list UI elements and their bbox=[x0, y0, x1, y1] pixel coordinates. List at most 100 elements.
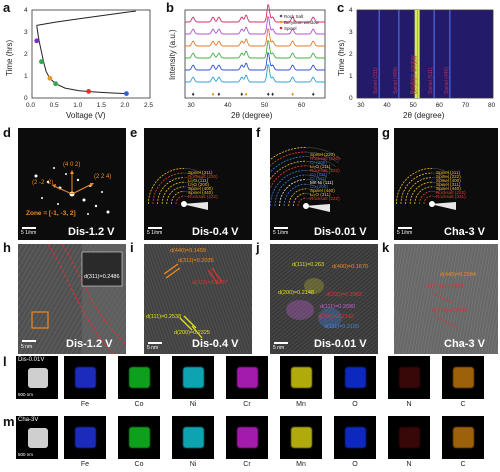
diffraction-spots-d bbox=[34, 167, 110, 215]
chart-b-peak-marker: ♦ bbox=[217, 92, 220, 98]
eds-map-n bbox=[388, 356, 430, 399]
chart-a-xtick: 2.0 bbox=[120, 102, 129, 109]
diffraction-ring-6 bbox=[396, 168, 433, 205]
diffraction-ring-arc bbox=[305, 193, 314, 197]
eds-label-c: C bbox=[460, 461, 466, 468]
diffraction-ring-arc bbox=[183, 181, 198, 187]
eds-label-o: O bbox=[352, 401, 358, 408]
eds-map-o bbox=[334, 416, 376, 459]
eds-label-mn: Mn bbox=[296, 401, 306, 408]
hrtem-j: d(111)=0.263 d(400)=0.1670 d(200)=0.2148… bbox=[270, 244, 378, 354]
eds-label-ni: Ni bbox=[189, 401, 197, 408]
chart-a-xtick: 0.0 bbox=[26, 102, 35, 109]
eds-label-n: N bbox=[406, 401, 412, 408]
diffraction-ring-0 bbox=[297, 197, 307, 207]
chart-c-xtick: 50 bbox=[410, 102, 418, 109]
chart-c-xlabel: 2θ (degree) bbox=[403, 111, 445, 120]
diffraction-ring-arc bbox=[305, 170, 328, 178]
ring-label-10: Rocksalt (220) bbox=[310, 156, 340, 161]
saed-e: Rocksalt (222) Spinel (440) Spinel (400) Li… bbox=[144, 128, 252, 240]
diffraction-ring-2 bbox=[414, 186, 433, 205]
eds-row-l: Dis-0.01V 500 nm Fe Co Ni Cr Mn O N C bbox=[16, 356, 496, 414]
diffraction-ring-4 bbox=[405, 177, 433, 205]
chart-c-band-label-0: Spinel (311) bbox=[373, 67, 379, 94]
hrtem-texture-i bbox=[144, 244, 252, 354]
chart-a-marker-1 bbox=[39, 59, 44, 65]
eds-scale-bar: 500 nm bbox=[18, 452, 34, 457]
dspacing-j-3: d(200)=0.2083 bbox=[326, 292, 362, 298]
eds-map-co bbox=[118, 356, 160, 399]
diffraction-ring-arc bbox=[305, 197, 311, 200]
diffraction-ring-4 bbox=[157, 177, 185, 205]
chart-c-ytick: 3 bbox=[349, 29, 353, 36]
ring-label-2: Spinel (440) bbox=[436, 186, 461, 191]
chart-c-ytick: 2 bbox=[349, 51, 353, 58]
chart-a-series-1 bbox=[36, 10, 136, 26]
chart-c-band-label-1: Spinel (400) bbox=[393, 67, 399, 94]
eds-map-ni bbox=[172, 416, 214, 459]
eds-label-n: N bbox=[406, 461, 412, 468]
dspacing-j-0: d(111)=0.263 bbox=[292, 262, 325, 268]
ring-label-3: Spinel (311) bbox=[436, 182, 461, 187]
diffraction-ring-arc bbox=[431, 195, 437, 198]
chart-a-marker-5 bbox=[124, 91, 129, 96]
diffraction-ring-6 bbox=[148, 168, 185, 205]
ring-label-4: Li₂O (111) bbox=[188, 178, 209, 183]
dspacing-i-4: d(200)=0.2325 bbox=[174, 330, 210, 336]
eds-label-o: O bbox=[352, 461, 358, 468]
hrtem-texture-j bbox=[270, 244, 378, 354]
beam-stopper bbox=[182, 202, 208, 210]
ring-label-0: Rocksalt (222) bbox=[188, 194, 218, 199]
eds-label-c: C bbox=[460, 401, 466, 408]
ring-label-4: Spinel (400) bbox=[436, 178, 461, 183]
eds-label-mn: Mn bbox=[296, 461, 306, 468]
diffraction-ring-arc bbox=[305, 179, 322, 186]
diffraction-rings-g: Rocksalt (331)Rocksalt (222)Spinel (440)… bbox=[396, 168, 466, 210]
chart-a-xtick: 1.5 bbox=[97, 102, 106, 109]
panel-g-label: g bbox=[382, 125, 390, 140]
chart-b-xlabel: 2θ (degree) bbox=[231, 111, 273, 120]
dspacing-k-0: d(440)=0.2084 bbox=[440, 272, 476, 278]
chart-a-ytick: 2 bbox=[24, 51, 28, 58]
eds-label-fe: Fe bbox=[80, 401, 90, 408]
chart-c-xtick: 70 bbox=[462, 102, 470, 109]
ring-label-1: Li₂O (311) bbox=[310, 192, 331, 197]
chart-b-legend-dot bbox=[279, 26, 283, 30]
eds-map-o bbox=[334, 356, 376, 399]
chart-c-ytick: 4 bbox=[349, 7, 353, 14]
chart-b-legend-dot bbox=[279, 20, 283, 24]
panel-a-label: a bbox=[3, 0, 11, 15]
chart-c-ylabel: Time (hrs) bbox=[337, 40, 346, 76]
chart-b-xtick: 50 bbox=[261, 102, 269, 109]
diffraction-ring-arc bbox=[305, 183, 320, 189]
panel-i-label: i bbox=[130, 240, 134, 255]
panel-f-label: f bbox=[256, 125, 261, 140]
eds-label-co: Co bbox=[134, 401, 144, 408]
chart-c-xtick: 30 bbox=[357, 102, 365, 109]
chart-a-ytick: 4 bbox=[24, 7, 28, 14]
chart-a-marker-2 bbox=[47, 75, 53, 81]
chart-c-band-5 bbox=[449, 10, 451, 98]
caption-g: Cha-3 V bbox=[444, 226, 485, 238]
ring-label-1: Rocksalt (222) bbox=[436, 190, 466, 195]
chart-b-series-3 bbox=[185, 39, 325, 59]
hrtem-h: d(311)=0.2486 5 nm Dis-1.2 V bbox=[18, 244, 126, 354]
diffraction-ring-3 bbox=[283, 183, 307, 207]
diffraction-ring-10 bbox=[270, 151, 307, 167]
diffraction-ring-5 bbox=[400, 172, 433, 205]
diffraction-ring-arc bbox=[431, 186, 443, 191]
eds-label-fe: Fe bbox=[80, 461, 90, 468]
caption-d: Dis-1.2 V bbox=[68, 226, 115, 238]
chart-b-series-1 bbox=[185, 15, 325, 35]
eds-haadf-image: Cha-3V 500 nm bbox=[16, 416, 58, 459]
saed-d: (4 0 2) (2 -2 -2) (2 2 4) Zone = [-1, -3… bbox=[18, 128, 126, 240]
hrtem-texture-h bbox=[18, 244, 126, 354]
dspacing-h: d(311)=0.2486 bbox=[84, 274, 120, 280]
diffraction-ring-9 bbox=[270, 156, 307, 173]
chart-c-band-label-3: Beryllium window bbox=[412, 55, 418, 94]
diffraction-ring-3 bbox=[409, 181, 433, 205]
chart-b-peak-marker: ♦ bbox=[245, 92, 248, 98]
beam-stopper bbox=[304, 204, 330, 212]
chart-c-xtick: 40 bbox=[383, 102, 391, 109]
eds-row-m: Cha-3V 500 nm Fe Co Ni Cr Mn O N C bbox=[16, 416, 496, 472]
